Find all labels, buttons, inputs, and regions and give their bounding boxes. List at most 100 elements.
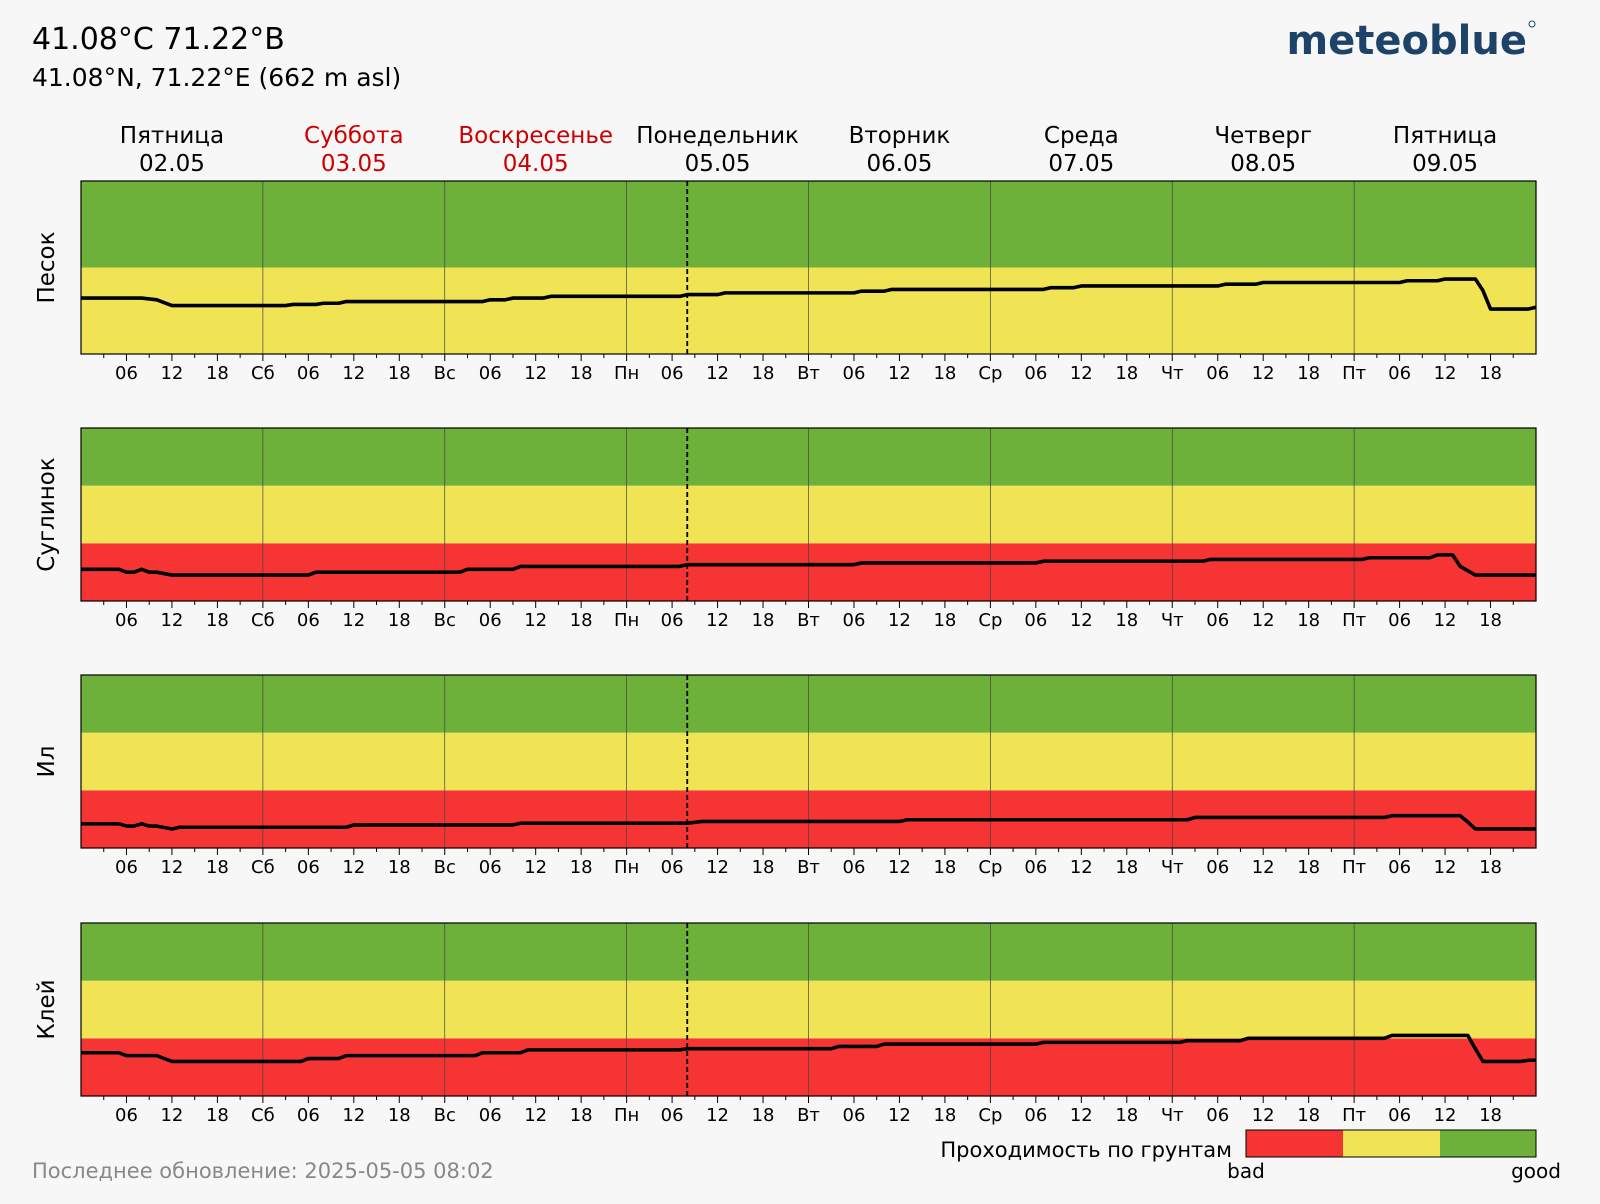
x-tick-label: 06 [661,1105,684,1126]
x-tick-label: 18 [1479,610,1502,631]
x-tick-label: 12 [160,610,183,631]
x-tick-label: 12 [524,1105,547,1126]
legend-good-label: good [1511,1159,1561,1183]
day-name: Пятница [120,123,224,149]
day-date: 02.05 [139,151,205,177]
x-tick-label: 12 [706,857,729,878]
x-tick-label: 12 [1252,363,1275,384]
x-tick-label: Пт [1342,1105,1366,1126]
x-tick-label: 06 [479,363,502,384]
x-tick-label: 12 [1070,610,1093,631]
day-name: Вторник [849,123,951,149]
x-tick-label: 06 [297,857,320,878]
x-tick-label: 18 [1297,857,1320,878]
x-tick-label: 18 [933,1105,956,1126]
day-name: Суббота [304,123,404,149]
series-line [81,277,1537,311]
x-tick-label: 06 [479,857,502,878]
x-tick-label: 12 [888,1105,911,1126]
x-tick-label: 12 [888,857,911,878]
x-tick-label: 06 [843,857,866,878]
legend-bad-label: bad [1227,1159,1265,1183]
x-tick-label: 06 [661,610,684,631]
series-line [81,553,1536,577]
day-date: 03.05 [321,151,387,177]
x-tick-label: 06 [1206,363,1229,384]
x-tick-label: 18 [388,857,411,878]
day-name: Четверг [1214,123,1312,149]
x-tick-label: Вт [797,610,820,631]
x-tick-label: 18 [1479,857,1502,878]
x-tick-label: 12 [1434,1105,1457,1126]
x-tick-label: 18 [752,363,775,384]
x-tick-label: Пн [614,857,639,878]
x-tick-label: 18 [1479,1105,1502,1126]
x-tick-label: 18 [1115,363,1138,384]
x-tick-label: Вт [797,857,820,878]
x-tick-label: Вт [797,363,820,384]
x-tick-label: 18 [752,610,775,631]
legend-title: Проходимость по грунтам [940,1138,1232,1162]
x-tick-label: 12 [1434,857,1457,878]
x-tick-label: 18 [206,1105,229,1126]
x-tick-label: 06 [1024,363,1047,384]
x-tick-label: Пн [614,610,639,631]
series-line [81,813,1536,831]
x-tick-label: Вт [797,1105,820,1126]
x-tick-label: Пт [1342,857,1366,878]
location-title: 41.08°C 71.22°B [32,22,285,57]
panel-label: Песок [34,231,60,303]
x-tick-label: Пн [614,1105,639,1126]
x-tick-label: 12 [1434,363,1457,384]
x-tick-label: 12 [524,363,547,384]
x-tick-label: 18 [570,1105,593,1126]
panel-label: Суглинок [34,457,60,572]
day-date: 07.05 [1048,151,1114,177]
legend-good-swatch [1440,1130,1536,1157]
x-tick-label: 18 [388,363,411,384]
panel-3: 06 12 18 Сб 06 12 18 Вс 06 12 18 Пн 06 12 18 Вт 06 12 18 Ср… [34,674,1537,878]
logo-registered-mark [1528,20,1536,28]
x-tick-label: 18 [752,857,775,878]
x-tick-label: 06 [297,363,320,384]
x-tick-label: 06 [479,610,502,631]
day-headers: Пятница02.05Суббота03.05Воскресенье04.05… [120,123,1497,177]
x-tick-label: Сб [251,857,275,878]
x-tick-label: 06 [1388,610,1411,631]
last-update: Последнее обновление: 2025-05-05 08:02 [32,1159,494,1183]
x-tick-label: Пт [1342,610,1366,631]
x-tick-label: 12 [342,857,365,878]
x-tick-label: 06 [1388,363,1411,384]
x-tick-label: 12 [160,1105,183,1126]
x-tick-label: 06 [1024,857,1047,878]
x-tick-label: 06 [843,363,866,384]
x-tick-label: 06 [297,610,320,631]
x-tick-label: 12 [160,363,183,384]
day-name: Пятница [1393,123,1497,149]
x-tick-label: Сб [251,1105,275,1126]
x-tick-label: 18 [1297,363,1320,384]
x-tick-label: 12 [342,363,365,384]
x-tick-label: 06 [1206,1105,1229,1126]
x-tick-label: 06 [1388,857,1411,878]
x-tick-label: Вс [434,857,456,878]
day-date: 08.05 [1230,151,1296,177]
x-tick-label: 18 [1479,363,1502,384]
x-tick-label: Чт [1161,363,1184,384]
panel-4: 06 12 18 Сб 06 12 18 Вс 06 12 18 Пн 06 12 18 Вт 06 12 18 Ср… [34,922,1537,1126]
x-tick-label: 06 [115,1105,138,1126]
x-tick-label: 12 [706,610,729,631]
x-tick-label: Чт [1161,610,1184,631]
x-tick-label: 18 [1115,1105,1138,1126]
x-tick-label: Ср [978,857,1002,878]
x-tick-label: 12 [1434,610,1457,631]
x-tick-label: 06 [479,1105,502,1126]
location-subtitle: 41.08°N, 71.22°E (662 m asl) [32,63,401,92]
x-tick-label: 06 [843,610,866,631]
x-tick-label: 06 [1206,610,1229,631]
x-tick-label: 18 [206,857,229,878]
panel-1: 06 12 18 Сб 06 12 18 Вс 06 12 18 Пн 06 12 18 Вт 06 12 18 Ср… [34,180,1537,384]
x-tick-label: 18 [1115,857,1138,878]
day-date: 09.05 [1412,151,1478,177]
